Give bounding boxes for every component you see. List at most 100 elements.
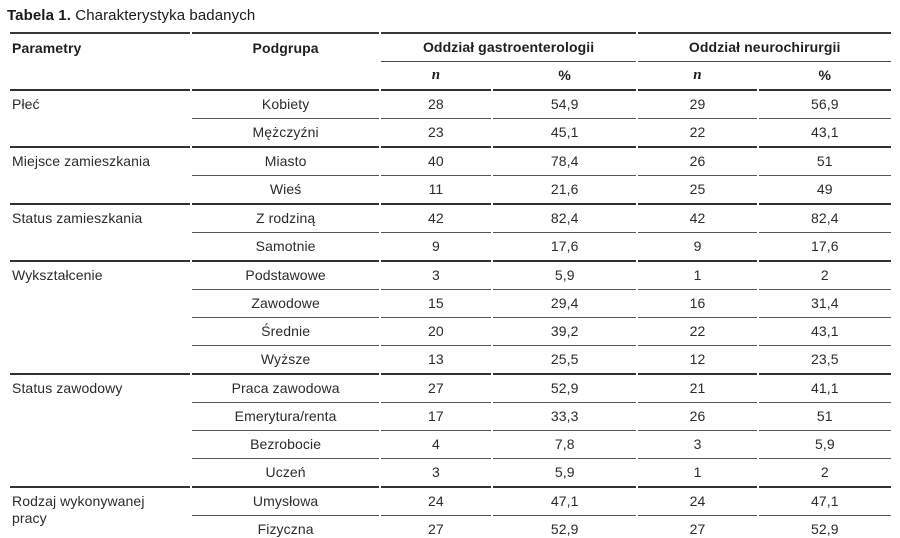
- value-cell: 49: [758, 175, 891, 203]
- value-cell: 17,6: [493, 232, 637, 260]
- value-cell: 23,5: [758, 345, 891, 373]
- table-row: Płeć Kobiety 28 54,9 29 56,9: [10, 91, 891, 146]
- table-row: Średnie 20 39,2 22 43,1: [10, 317, 891, 345]
- value-cell: 21,6: [493, 175, 637, 203]
- subgroup-cell: Miasto: [192, 146, 379, 175]
- value-cell: 23: [380, 118, 492, 146]
- value-cell: 5,9: [493, 260, 637, 289]
- table-row: Samotnie 9 17,6 9 17,6: [10, 232, 891, 260]
- value-cell: 54,9: [493, 91, 637, 118]
- value-cell: 3: [638, 430, 757, 458]
- value-cell: 26: [638, 402, 757, 430]
- value-cell: 15: [380, 289, 492, 317]
- value-cell: 5,9: [758, 430, 891, 458]
- param-cell: Miejsce zamieszkania: [10, 146, 191, 203]
- value-cell: 20: [380, 317, 492, 345]
- table-row: Zawodowe 15 29,4 16 31,4: [10, 289, 891, 317]
- characteristics-table: Parametry Podgrupa Oddział gastroenterol…: [8, 32, 893, 538]
- table-body: Płeć Kobiety 28 54,9 29 56,9 Mężczyźni 23 45,1 22…: [10, 91, 891, 538]
- value-cell: 27: [380, 515, 492, 538]
- value-cell: 5,9: [493, 458, 637, 486]
- value-cell: 52,9: [493, 373, 637, 402]
- subgroup-cell: Wyższe: [192, 345, 379, 373]
- value-cell: 17: [380, 402, 492, 430]
- value-cell: 82,4: [758, 203, 891, 232]
- header-row-measures: n % n %: [10, 62, 891, 91]
- value-cell: 47,1: [758, 486, 891, 515]
- param-cell: Status zamieszkania: [10, 203, 191, 260]
- value-cell: 78,4: [493, 146, 637, 175]
- value-cell: 29,4: [493, 289, 637, 317]
- table-row: Uczeń 3 5,9 1 2: [10, 458, 891, 486]
- table-row: Wykształcenie Podstawowe 3 5,9 1 2: [10, 260, 891, 373]
- param-cell: Płeć: [10, 91, 191, 146]
- value-cell: 16: [638, 289, 757, 317]
- value-cell: 29: [638, 91, 757, 118]
- value-cell: 22: [638, 118, 757, 146]
- header-row-departments: Parametry Podgrupa Oddział gastroenterol…: [10, 32, 891, 91]
- value-cell: 47,1: [493, 486, 637, 515]
- value-cell: 7,8: [493, 430, 637, 458]
- table-row: Bezrobocie 4 7,8 3 5,9: [10, 430, 891, 458]
- value-cell: 27: [638, 515, 757, 538]
- value-cell: 25: [638, 175, 757, 203]
- value-cell: 51: [758, 402, 891, 430]
- value-cell: 4: [380, 430, 492, 458]
- value-cell: 33,3: [493, 402, 637, 430]
- col-header-n-gastro: n: [380, 62, 492, 91]
- value-cell: 42: [380, 203, 492, 232]
- col-header-pct-gastro: %: [493, 62, 637, 91]
- value-cell: 41,1: [758, 373, 891, 402]
- value-cell: 3: [380, 458, 492, 486]
- value-cell: 3: [380, 260, 492, 289]
- value-cell: 1: [638, 260, 757, 289]
- value-cell: 51: [758, 146, 891, 175]
- table-row: Wieś 11 21,6 25 49: [10, 175, 891, 203]
- subgroup-cell: Kobiety: [192, 91, 379, 118]
- value-cell: 25,5: [493, 345, 637, 373]
- subgroup-cell: Fizyczna: [192, 515, 379, 538]
- subgroup-cell: Uczeń: [192, 458, 379, 486]
- value-cell: 12: [638, 345, 757, 373]
- value-cell: 39,2: [493, 317, 637, 345]
- value-cell: 56,9: [758, 91, 891, 118]
- col-header-podgrupa: Podgrupa: [192, 32, 379, 91]
- table-title: Tabela 1. Charakterystyka badanych: [0, 0, 900, 32]
- value-cell: 31,4: [758, 289, 891, 317]
- subgroup-cell: Bezrobocie: [192, 430, 379, 458]
- value-cell: 2: [758, 458, 891, 486]
- value-cell: 52,9: [758, 515, 891, 538]
- table-row: Mężczyźni 23 45,1 22 43,1: [10, 118, 891, 146]
- table-number-label: Tabela 1.: [7, 7, 71, 24]
- value-cell: 43,1: [758, 317, 891, 345]
- table-row: Wyższe 13 25,5 12 23,5: [10, 345, 891, 373]
- table-caption: Charakterystyka badanych: [75, 7, 256, 24]
- value-cell: 82,4: [493, 203, 637, 232]
- subgroup-cell: Podstawowe: [192, 260, 379, 289]
- value-cell: 9: [380, 232, 492, 260]
- value-cell: 21: [638, 373, 757, 402]
- value-cell: 42: [638, 203, 757, 232]
- value-cell: 22: [638, 317, 757, 345]
- value-cell: 26: [638, 146, 757, 175]
- col-header-n-neuro: n: [638, 62, 757, 91]
- value-cell: 1: [638, 458, 757, 486]
- col-header-parametry: Parametry: [10, 32, 191, 91]
- value-cell: 13: [380, 345, 492, 373]
- col-header-gastroenterology: Oddział gastroenterologii: [380, 32, 637, 62]
- value-cell: 2: [758, 260, 891, 289]
- value-cell: 11: [380, 175, 492, 203]
- param-cell: Rodzaj wykonywanej pracy: [10, 486, 191, 538]
- value-cell: 43,1: [758, 118, 891, 146]
- subgroup-cell: Średnie: [192, 317, 379, 345]
- subgroup-cell: Mężczyźni: [192, 118, 379, 146]
- param-cell: Status zawodowy: [10, 373, 191, 486]
- value-cell: 24: [638, 486, 757, 515]
- col-header-pct-neuro: %: [758, 62, 891, 91]
- subgroup-cell: Umysłowa: [192, 486, 379, 515]
- value-cell: 28: [380, 91, 492, 118]
- col-header-neurosurgery: Oddział neurochirurgii: [638, 32, 891, 62]
- subgroup-cell: Praca zawodowa: [192, 373, 379, 402]
- value-cell: 40: [380, 146, 492, 175]
